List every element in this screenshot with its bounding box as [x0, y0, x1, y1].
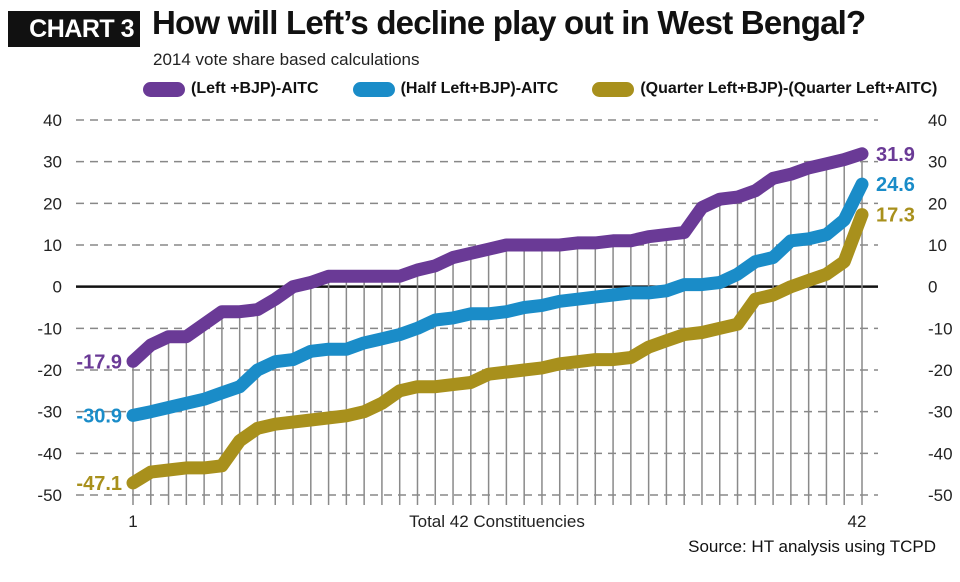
y-tick-label: -10: [37, 319, 62, 338]
source-note: Source: HT analysis using TCPD: [688, 537, 936, 556]
end-value-label: 31.9: [876, 144, 915, 166]
y-tick-label: 30: [43, 153, 62, 172]
grid: [76, 119, 878, 496]
chart-badge: CHART 3: [8, 11, 140, 47]
start-value-label: -17.9: [76, 351, 122, 373]
y-axis-right: 40 30 20 10 0 -10 -20 -30 -40 -50: [928, 111, 953, 505]
legend-swatch: [143, 81, 185, 97]
y-tick-label: 40: [43, 111, 62, 130]
legend-label: (Left +BJP)-AITC: [191, 80, 319, 97]
y-tick-label: 0: [928, 278, 937, 297]
y-tick-label: -10: [928, 319, 953, 338]
end-value-label: 24.6: [876, 174, 915, 196]
start-value-label: -30.9: [76, 405, 122, 427]
y-tick-label: 20: [928, 194, 947, 213]
y-tick-label: -50: [928, 486, 953, 505]
x-tick-label: 1: [128, 512, 137, 531]
legend-swatch: [352, 81, 395, 97]
legend-item-left-bjp: (Left +BJP)-AITC: [143, 80, 319, 98]
constituency-lines: [132, 153, 863, 505]
y-axis-left: 40 30 20 10 0 -10 -20 -30 -40 -50: [37, 111, 62, 505]
series-line-0: [126, 147, 869, 368]
chart-title: How will Left’s decline play out in West…: [152, 4, 866, 41]
y-tick-label: 10: [43, 236, 62, 255]
legend-label: (Half Left+BJP)-AITC: [400, 80, 559, 97]
y-tick-label: -50: [37, 486, 62, 505]
series-line-2: [126, 208, 869, 490]
end-labels: -17.9 31.9 -30.9 24.6 -47.1 17.3: [76, 144, 915, 495]
y-tick-label: 30: [928, 153, 947, 172]
start-value-label: -47.1: [76, 473, 122, 495]
legend-label: (Quarter Left+BJP)-(Quarter Left+AITC): [640, 80, 938, 97]
y-tick-label: 20: [43, 194, 62, 213]
x-axis-label: Total 42 Constituencies: [409, 512, 585, 531]
x-tick-label: 42: [848, 512, 867, 531]
y-tick-label: 10: [928, 236, 947, 255]
y-tick-label: 40: [928, 111, 947, 130]
legend: (Left +BJP)-AITC (Half Left+BJP)-AITC (Q…: [143, 80, 960, 98]
legend-item-quarter-left: (Quarter Left+BJP)-(Quarter Left+AITC): [592, 80, 937, 98]
y-tick-label: -20: [37, 361, 62, 380]
y-tick-label: -40: [37, 444, 62, 463]
legend-item-half-left-bjp: (Half Left+BJP)-AITC: [352, 80, 559, 98]
end-value-label: 17.3: [876, 205, 915, 227]
y-tick-label: 0: [53, 278, 62, 297]
y-tick-label: -30: [37, 403, 62, 422]
y-tick-label: -40: [928, 444, 953, 463]
series-lines: [126, 147, 869, 490]
y-tick-label: -20: [928, 361, 953, 380]
y-tick-label: -30: [928, 403, 953, 422]
legend-swatch: [592, 81, 635, 97]
series-line-1: [126, 177, 869, 422]
chart-subtitle: 2014 vote share based calculations: [153, 50, 420, 69]
